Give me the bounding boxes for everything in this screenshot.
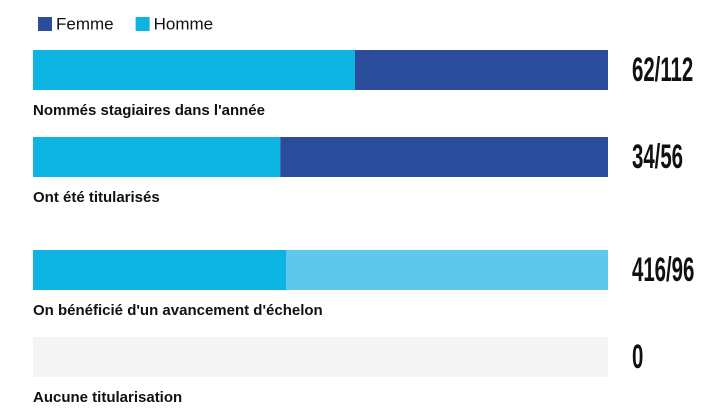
legend-swatch [135, 17, 150, 31]
total-label: 62/112 [632, 51, 693, 89]
category-label: Nommés stagiaires dans l'année [33, 102, 265, 119]
bar-segment [286, 250, 608, 290]
legend-swatch [38, 17, 52, 31]
category-label: Ont été titularisés [33, 189, 160, 206]
category-label: On bénéficié d'un avancement d'échelon [33, 302, 323, 319]
total-label: 0 [632, 338, 643, 376]
legend-label: Homme [154, 14, 214, 33]
bar-segment [33, 50, 355, 90]
bar-track [33, 337, 608, 377]
bar-segment [355, 50, 608, 90]
bar-segment [33, 250, 286, 290]
total-label: 34/56 [632, 138, 683, 176]
total-label: 416/96 [632, 251, 694, 289]
legend-label: Femme [56, 14, 114, 33]
category-label: Aucune titularisation [33, 389, 182, 403]
bar-segment [33, 137, 281, 177]
bar-segment [280, 137, 608, 177]
